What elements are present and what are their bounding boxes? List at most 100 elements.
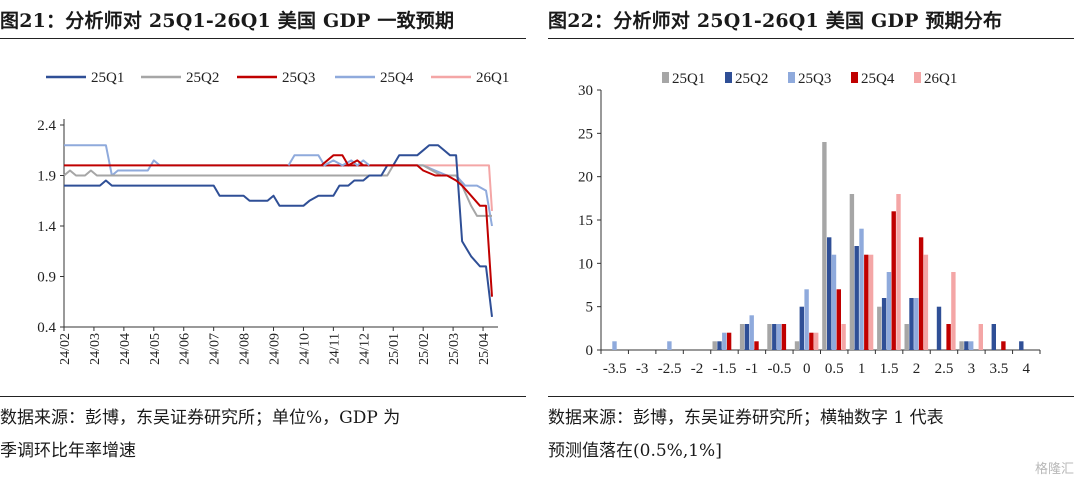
x-tick-label: 2 bbox=[913, 361, 921, 377]
bar-25Q3 bbox=[859, 228, 864, 350]
series-line-25Q3 bbox=[320, 154, 364, 167]
bar-25Q1 bbox=[794, 341, 800, 350]
x-tick-label: 3.5 bbox=[989, 361, 1008, 377]
x-tick-label: -1 bbox=[746, 361, 759, 377]
bar-25Q1 bbox=[877, 306, 882, 350]
bar-25Q4 bbox=[864, 254, 869, 350]
bar-25Q4 bbox=[809, 332, 814, 350]
y-tick-label: 5 bbox=[586, 300, 594, 316]
bar-25Q2 bbox=[772, 324, 777, 350]
legend-label-25Q4: 25Q4 bbox=[380, 70, 414, 86]
y-tick-label: 1.4 bbox=[37, 219, 56, 235]
legend-label-25Q3: 25Q3 bbox=[798, 71, 831, 87]
bar-25Q1 bbox=[739, 324, 745, 350]
source-rule bbox=[0, 396, 526, 397]
figure-22-panel: 图22：分析师对 25Q1-26Q1 美国 GDP 预期分布 0 5 10 15 20 2… bbox=[548, 0, 1080, 483]
bar-25Q3 bbox=[667, 341, 672, 350]
bar-25Q3 bbox=[831, 254, 837, 350]
x-tick-label: -0.5 bbox=[767, 361, 791, 377]
legend-swatch-25Q1 bbox=[662, 72, 669, 83]
figure-22-source: 数据来源：彭博，东吴证券研究所；横轴数字 1 代表 预测值落在(0.5%,1%] bbox=[548, 402, 944, 468]
y-tick-label: 30 bbox=[578, 83, 593, 99]
legend-label-25Q2: 25Q2 bbox=[735, 71, 768, 87]
source-line-1: 数据来源：彭博，东吴证券研究所；单位%，GDP 为 bbox=[0, 408, 401, 428]
legend-swatch-25Q4 bbox=[851, 72, 858, 83]
figure-21-source: 数据来源：彭博，东吴证券研究所；单位%，GDP 为 季调环比年率增速 bbox=[0, 402, 400, 468]
bar-26Q1 bbox=[841, 324, 846, 350]
bar-25Q3 bbox=[804, 289, 809, 350]
x-tick-label: 0.5 bbox=[825, 361, 844, 377]
legend-swatch-26Q1 bbox=[914, 72, 921, 83]
bar-25Q1 bbox=[712, 341, 717, 350]
x-tick-label: 2.5 bbox=[935, 361, 954, 377]
legend-label-25Q2: 25Q2 bbox=[186, 70, 219, 86]
figure-22-title: 图22：分析师对 25Q1-26Q1 美国 GDP 预期分布 bbox=[548, 10, 1003, 32]
x-tick-label: 25/02 bbox=[417, 333, 432, 365]
bar-25Q1 bbox=[767, 324, 772, 350]
x-tick-label: -2 bbox=[691, 361, 704, 377]
source-line-2: 预测值落在(0.5%,1%] bbox=[548, 441, 722, 461]
figure-21-title: 图21：分析师对 25Q1-26Q1 美国 GDP 一致预期 bbox=[0, 10, 455, 32]
bar-25Q2 bbox=[744, 324, 750, 350]
bar-25Q3 bbox=[969, 341, 974, 350]
bar-25Q2 bbox=[854, 246, 859, 350]
y-tick-label: 1.9 bbox=[37, 169, 56, 185]
legend-label-26Q1: 26Q1 bbox=[476, 70, 509, 86]
series-line-25Q2 bbox=[63, 164, 492, 217]
bar-25Q4 bbox=[781, 324, 787, 350]
series-line-25Q1 bbox=[64, 144, 493, 318]
y-tick-label: 15 bbox=[578, 213, 593, 229]
bar-25Q2 bbox=[799, 306, 804, 350]
source-rule bbox=[548, 396, 1074, 397]
legend-label-25Q1: 25Q1 bbox=[672, 71, 705, 87]
bar-25Q1 bbox=[822, 142, 827, 350]
legend-swatch-25Q3 bbox=[788, 72, 795, 83]
legend-label-25Q4: 25Q4 bbox=[861, 71, 895, 87]
x-tick-label: -2.5 bbox=[658, 361, 682, 377]
bar-25Q4 bbox=[836, 289, 841, 350]
x-tick-label: 24/12 bbox=[357, 333, 372, 365]
legend-label-25Q1: 25Q1 bbox=[91, 70, 124, 86]
bar-25Q2 bbox=[717, 341, 722, 350]
x-tick-label: 24/03 bbox=[88, 333, 103, 365]
x-tick-label: 24/09 bbox=[268, 333, 283, 365]
bar-26Q1 bbox=[814, 332, 819, 350]
bar-26Q1 bbox=[951, 272, 956, 350]
bar-26Q1 bbox=[923, 254, 929, 350]
x-tick-label: -3 bbox=[636, 361, 649, 377]
legend-label-25Q3: 25Q3 bbox=[282, 70, 315, 86]
source-line-2: 季调环比年率增速 bbox=[0, 441, 136, 461]
x-tick-label: -1.5 bbox=[713, 361, 737, 377]
bar-25Q3 bbox=[749, 315, 754, 350]
gdp-distribution-bar-chart: 0 5 10 15 20 25 30 -3.5 -3 -2.5 -2 -1.5 -1 -0.5 0 0.5 1 1… bbox=[578, 71, 1041, 377]
y-tick-label: 2.4 bbox=[37, 118, 56, 134]
bar-25Q4 bbox=[891, 211, 896, 350]
watermark-logo: 格隆汇 bbox=[1034, 462, 1074, 477]
x-tick-label: 0 bbox=[803, 361, 811, 377]
bar-26Q1 bbox=[896, 194, 901, 350]
x-tick-label: 1.5 bbox=[880, 361, 899, 377]
bar-25Q1 bbox=[904, 324, 909, 350]
x-tick-label: 4 bbox=[1023, 361, 1031, 377]
title-rule bbox=[0, 38, 526, 39]
bar-25Q2 bbox=[881, 298, 887, 350]
x-tick-label: 24/02 bbox=[58, 333, 73, 365]
bar-25Q4 bbox=[946, 324, 951, 350]
bar-26Q1 bbox=[868, 254, 874, 350]
gdp-consensus-line-chart: 0.4 0.9 1.4 1.9 2.4 24/02 24/03 24/04 24/05 24/06… bbox=[37, 70, 509, 365]
bar-25Q1 bbox=[959, 341, 964, 350]
bar-25Q3 bbox=[612, 341, 617, 350]
bar-25Q2 bbox=[1019, 341, 1024, 350]
bar-25Q3 bbox=[914, 298, 919, 350]
y-tick-label: 0 bbox=[586, 343, 594, 359]
figure-21-panel: 图21：分析师对 25Q1-26Q1 美国 GDP 一致预期 0.4 0.9 1.4… bbox=[0, 0, 530, 483]
x-tick-label: 24/10 bbox=[297, 333, 312, 365]
source-line-1: 数据来源：彭博，东吴证券研究所；横轴数字 1 代表 bbox=[548, 408, 944, 428]
legend-swatch-25Q2 bbox=[725, 72, 732, 83]
x-tick-label: 3 bbox=[968, 361, 976, 377]
x-tick-label: 24/05 bbox=[148, 333, 163, 365]
bar-25Q2 bbox=[909, 298, 914, 350]
x-tick-label: 24/07 bbox=[208, 333, 223, 365]
y-tick-label: 10 bbox=[578, 256, 593, 272]
bar-25Q4 bbox=[1001, 341, 1006, 350]
